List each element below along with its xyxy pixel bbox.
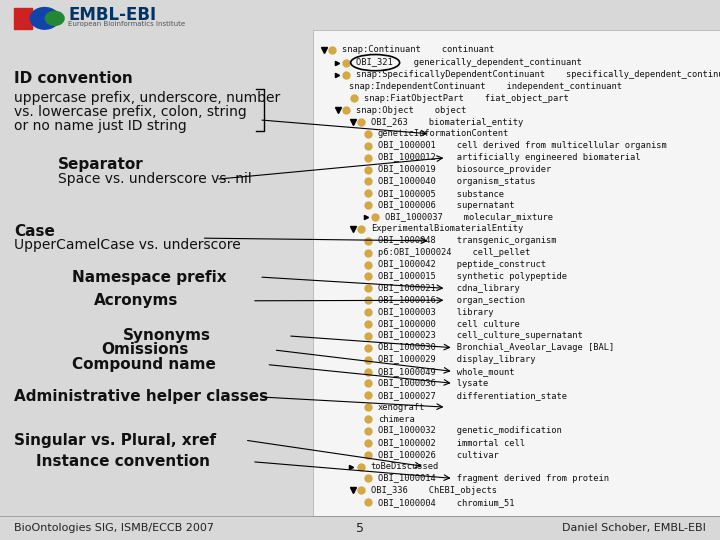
Text: OBI_1000030    Bronchial_Aveolar_Lavage [BAL]: OBI_1000030 Bronchial_Aveolar_Lavage [BA…	[378, 343, 614, 352]
Text: Space vs. underscore vs. nil: Space vs. underscore vs. nil	[58, 172, 251, 186]
Text: OBI_1000005    substance: OBI_1000005 substance	[378, 189, 504, 198]
Text: OBI_1000019    biosource_provider: OBI_1000019 biosource_provider	[378, 165, 552, 174]
Text: p6:OBI_1000024    cell_pellet: p6:OBI_1000024 cell_pellet	[378, 248, 530, 257]
Text: Synonyms: Synonyms	[122, 328, 210, 343]
Text: OBI_1000042    peptide_construct: OBI_1000042 peptide_construct	[378, 260, 546, 269]
Text: geneticInformationContent: geneticInformationContent	[378, 130, 509, 138]
Text: OBI_1000029    display_library: OBI_1000029 display_library	[378, 355, 536, 364]
Text: OBI_321    generically_dependent_continuant: OBI_321 generically_dependent_continuant	[356, 58, 582, 67]
Text: ExperimentalBiomaterialEntity: ExperimentalBiomaterialEntity	[371, 225, 523, 233]
Text: OBI_1000016    organ_section: OBI_1000016 organ_section	[378, 296, 525, 305]
FancyBboxPatch shape	[313, 30, 720, 516]
Text: snap:FiatObjectPart    fiat_object_part: snap:FiatObjectPart fiat_object_part	[364, 94, 568, 103]
Text: Compound name: Compound name	[72, 357, 216, 372]
Text: OBI_1000027    differentiation_state: OBI_1000027 differentiation_state	[378, 391, 567, 400]
Circle shape	[30, 8, 59, 29]
Text: OBI_1000023    cell_culture_supernatant: OBI_1000023 cell_culture_supernatant	[378, 332, 582, 340]
Text: OBI_336    ChEBI_objects: OBI_336 ChEBI_objects	[371, 486, 497, 495]
Text: chimera: chimera	[378, 415, 415, 423]
Text: OBI_1000003    library: OBI_1000003 library	[378, 308, 493, 316]
Text: snap:SpecificallyDependentContinuant    specifically_dependent_continuant: snap:SpecificallyDependentContinuant spe…	[356, 70, 720, 79]
Text: vs. lowercase prefix, colon, string: vs. lowercase prefix, colon, string	[14, 105, 247, 119]
Text: Namespace prefix: Namespace prefix	[72, 269, 227, 285]
Text: UpperCamelCase vs. underscore: UpperCamelCase vs. underscore	[14, 238, 241, 252]
Text: OBI_1000048    transgenic_organism: OBI_1000048 transgenic_organism	[378, 237, 557, 245]
Text: OBI_1000001    cell derived from multicellular organism: OBI_1000001 cell derived from multicellu…	[378, 141, 667, 150]
Text: OBI_1000040    organism_status: OBI_1000040 organism_status	[378, 177, 536, 186]
Bar	[14, 8, 32, 29]
Text: Administrative helper classes: Administrative helper classes	[14, 389, 269, 404]
Text: ID convention: ID convention	[14, 71, 133, 86]
Text: Instance convention: Instance convention	[36, 454, 210, 469]
Text: OBI_1000006    supernatant: OBI_1000006 supernatant	[378, 201, 515, 210]
Text: European Bioinformatics Institute: European Bioinformatics Institute	[68, 21, 186, 28]
Text: OBI_1000004    chromium_51: OBI_1000004 chromium_51	[378, 498, 515, 507]
Text: OBI_1000036    lysate: OBI_1000036 lysate	[378, 379, 488, 388]
Text: xenograft: xenograft	[378, 403, 426, 411]
Text: OBI_1000026    cultivar: OBI_1000026 cultivar	[378, 450, 499, 459]
Text: Case: Case	[14, 224, 55, 239]
Text: OBI_1000000    cell culture: OBI_1000000 cell culture	[378, 320, 520, 328]
Text: OBI_1000021    cdna_library: OBI_1000021 cdna_library	[378, 284, 520, 293]
Text: OBI_1000002    immortal cell: OBI_1000002 immortal cell	[378, 438, 525, 447]
Text: Omissions: Omissions	[101, 342, 188, 357]
Text: Singular vs. Plural, xref: Singular vs. Plural, xref	[14, 433, 217, 448]
Circle shape	[45, 11, 64, 25]
Text: OBI_1000032    genetic_modification: OBI_1000032 genetic_modification	[378, 427, 562, 435]
Text: Daniel Schober, EMBL-EBI: Daniel Schober, EMBL-EBI	[562, 523, 706, 533]
Text: Acronyms: Acronyms	[94, 293, 178, 308]
Text: EMBL-EBI: EMBL-EBI	[68, 5, 156, 24]
Text: OBI_1000015    synthetic polypeptide: OBI_1000015 synthetic polypeptide	[378, 272, 567, 281]
Text: OBI_263    biomaterial_entity: OBI_263 biomaterial_entity	[371, 118, 523, 126]
Text: OBI_1000014    fragment derived from protein: OBI_1000014 fragment derived from protei…	[378, 474, 609, 483]
Text: snap:Continuant    continuant: snap:Continuant continuant	[342, 45, 494, 54]
Text: toBeDiscussed: toBeDiscussed	[371, 462, 439, 471]
Text: uppercase prefix, underscore, number: uppercase prefix, underscore, number	[14, 91, 281, 105]
Text: OBI_1000012    artificially engineered biomaterial: OBI_1000012 artificially engineered biom…	[378, 153, 641, 162]
Text: snap:Object    object: snap:Object object	[356, 106, 467, 114]
Text: Separator: Separator	[58, 157, 143, 172]
Text: 5: 5	[356, 522, 364, 535]
Text: or no name just ID string: or no name just ID string	[14, 119, 187, 133]
Text: BioOntologies SIG, ISMB/ECCB 2007: BioOntologies SIG, ISMB/ECCB 2007	[14, 523, 215, 533]
Text: OBI_1000049    whole_mount: OBI_1000049 whole_mount	[378, 367, 515, 376]
Text: snap:IndependentContinuant    independent_continuant: snap:IndependentContinuant independent_c…	[349, 82, 622, 91]
Text: OBI_1000037    molecular_mixture: OBI_1000037 molecular_mixture	[385, 213, 553, 221]
